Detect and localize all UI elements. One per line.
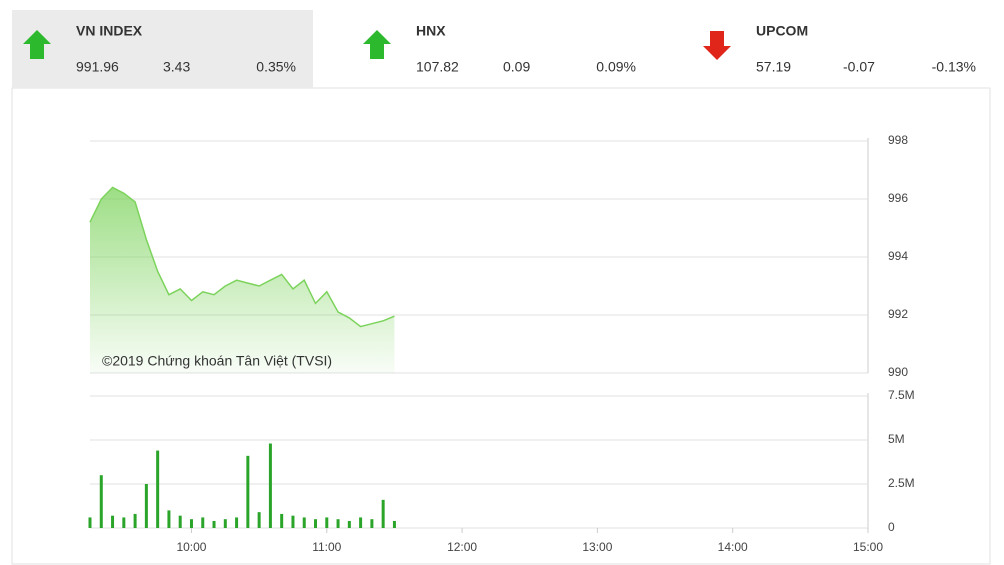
- index-change: 3.43: [163, 59, 190, 75]
- volume-bar: [381, 499, 385, 528]
- index-percent: 0.09%: [596, 59, 636, 75]
- volume-bar: [280, 513, 284, 528]
- volume-bar: [167, 510, 171, 528]
- index-value: 107.82: [416, 59, 459, 75]
- volume-bar: [268, 443, 272, 528]
- volume-bar: [122, 517, 126, 528]
- price-area: [90, 187, 395, 373]
- volume-bar: [314, 519, 318, 528]
- index-name: UPCOM: [756, 23, 808, 39]
- index-name: HNX: [416, 23, 446, 39]
- volume-bar: [212, 520, 216, 528]
- volume-bar: [111, 515, 115, 528]
- y-tick-label: 990: [888, 365, 908, 379]
- y-tick-label: 998: [888, 133, 908, 147]
- volume-bar: [325, 517, 329, 528]
- y-tick-label: 5M: [888, 432, 905, 446]
- trend-arrow: [703, 31, 731, 60]
- volume-bar: [88, 517, 92, 528]
- trend-arrow: [23, 30, 51, 59]
- tab-selected: [12, 10, 313, 88]
- index-change: -0.07: [843, 59, 875, 75]
- volume-bar: [201, 517, 205, 528]
- volume-bar: [370, 519, 374, 528]
- volume-bar: [359, 517, 363, 528]
- volume-bar: [257, 512, 261, 528]
- y-tick-label: 0: [888, 520, 895, 534]
- index-percent: 0.35%: [256, 59, 296, 75]
- plots: 990 992 994 996 998 ©2019 Chứng khoán Tân Việ…: [88, 133, 915, 554]
- volume-bar: [133, 513, 137, 528]
- chart-frame: [11, 87, 991, 565]
- volume-bar: [223, 519, 227, 528]
- annotation: ©2019 Chứng khoán Tân Việt (TVSI): [102, 353, 332, 369]
- x-tick-label: 10:00: [176, 540, 206, 554]
- y-tick-label: 7.5M: [888, 388, 915, 402]
- index-change: 0.09: [503, 59, 530, 75]
- volume-bar: [336, 519, 340, 528]
- volume-bar: [189, 519, 193, 528]
- y-tick-label: 996: [888, 191, 908, 205]
- x-tick-label: 14:00: [718, 540, 748, 554]
- trend-arrow: [363, 30, 391, 59]
- volume-bar: [347, 520, 351, 528]
- volume-bar: [156, 450, 160, 528]
- price-line: [89, 186, 395, 328]
- x-tick-label: 11:00: [312, 540, 341, 554]
- x-tick-label: 13:00: [582, 540, 612, 554]
- x-tick-label: 15:00: [853, 540, 883, 554]
- volume-bar: [392, 520, 396, 528]
- index-value: 57.19: [756, 59, 791, 75]
- header: VN INDEX 991.96 3.43 0.35% HNX 107.82 0.09 0.09…: [12, 10, 976, 88]
- x-tick-label: 12:00: [447, 540, 477, 554]
- y-tick-label: 992: [888, 307, 908, 321]
- volume-bar: [246, 455, 250, 528]
- volume-bar: [99, 475, 103, 528]
- volume-bar: [302, 517, 306, 528]
- y-tick-label: 2.5M: [888, 476, 915, 490]
- volume-bar: [178, 515, 182, 528]
- index-percent: -0.13%: [932, 59, 976, 75]
- volume-bar: [291, 515, 295, 528]
- index-value: 991.96: [76, 59, 119, 75]
- y-tick-label: 994: [888, 249, 908, 263]
- index-name: VN INDEX: [76, 23, 143, 39]
- volume-bar: [235, 517, 239, 528]
- volume-bar: [144, 484, 148, 528]
